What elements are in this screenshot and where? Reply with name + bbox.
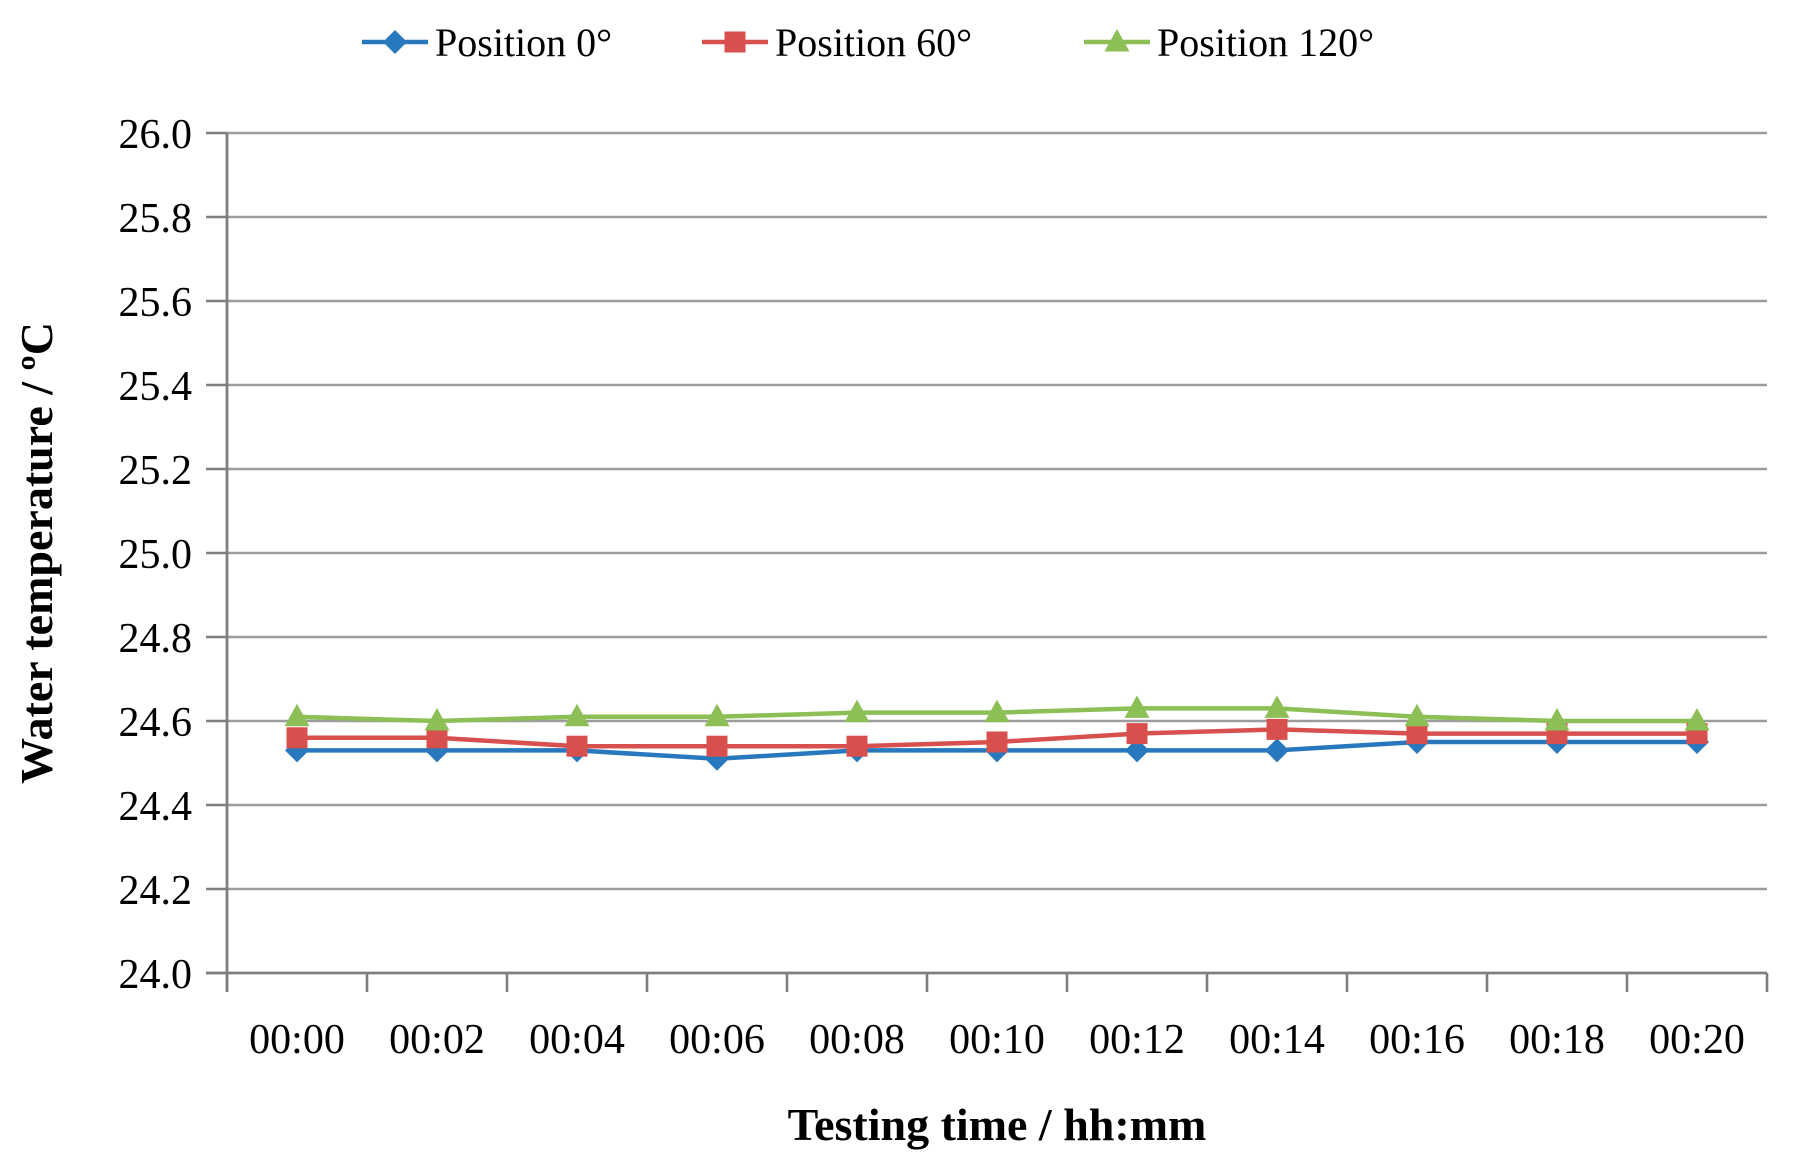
series-2-square-marker	[1406, 723, 1428, 745]
y-tick-label: 24.6	[119, 700, 193, 746]
x-tick-label: 00:18	[1509, 1017, 1605, 1063]
y-tick-label: 25.6	[119, 280, 193, 326]
legend-label-2: Position 60°	[775, 20, 972, 65]
legend-label-3: Position 120°	[1157, 20, 1374, 65]
x-axis-title: Testing time / hh:mm	[788, 1099, 1207, 1150]
series-1-diamond-marker	[1125, 738, 1149, 763]
x-tick-label: 00:02	[389, 1017, 485, 1063]
x-tick-label: 00:20	[1649, 1017, 1745, 1063]
series-3-triangle-marker	[1544, 708, 1570, 731]
series-2-square-marker	[426, 727, 448, 749]
series-3-triangle-marker	[284, 703, 310, 727]
legend-3-triangle-marker	[1104, 29, 1130, 52]
legend-label-1: Position 0°	[435, 20, 612, 65]
x-tick-label: 00:08	[809, 1017, 905, 1063]
series-2-square-marker	[1126, 723, 1148, 745]
series-3-triangle-marker	[1264, 695, 1290, 718]
y-tick-label: 26.0	[119, 112, 193, 158]
series-2-square-marker	[846, 735, 868, 757]
x-tick-label: 00:10	[949, 1017, 1045, 1063]
series-3-triangle-marker	[564, 703, 590, 727]
y-axis-title: Water temperature / ºC	[11, 322, 62, 784]
series-2-square-marker	[1266, 718, 1288, 740]
x-tick-label: 00:04	[529, 1017, 625, 1063]
x-tick-label: 00:14	[1229, 1017, 1325, 1063]
series-2-square-marker	[286, 727, 308, 749]
y-tick-label: 24.4	[119, 784, 193, 830]
series-3-triangle-marker	[1124, 695, 1150, 718]
x-tick-label: 00:00	[249, 1017, 345, 1063]
y-tick-label: 24.2	[119, 868, 193, 914]
series-3-triangle-marker	[1684, 708, 1710, 731]
series-2-square-marker	[566, 735, 588, 757]
y-tick-label: 25.8	[119, 196, 193, 242]
series-3-triangle-marker	[704, 703, 730, 727]
x-tick-label: 00:06	[669, 1017, 765, 1063]
series-2-square-marker	[986, 731, 1008, 753]
series-3-triangle-marker	[984, 699, 1010, 723]
y-tick-label: 25.0	[119, 532, 193, 578]
x-tick-label: 00:12	[1089, 1017, 1185, 1063]
series-1-diamond-marker	[1265, 738, 1289, 763]
x-tick-label: 00:16	[1369, 1017, 1465, 1063]
y-tick-label: 24.0	[119, 952, 193, 998]
series-3-triangle-marker	[1404, 703, 1430, 727]
series-2-square-marker	[706, 735, 728, 757]
y-tick-label: 24.8	[119, 616, 193, 662]
y-tick-label: 25.2	[119, 448, 193, 494]
series-3-triangle-marker	[844, 699, 870, 723]
legend-2-square-marker	[724, 31, 746, 53]
legend-1-diamond-marker	[383, 30, 407, 54]
series-3-triangle-marker	[424, 708, 450, 731]
y-tick-label: 25.4	[119, 364, 193, 410]
